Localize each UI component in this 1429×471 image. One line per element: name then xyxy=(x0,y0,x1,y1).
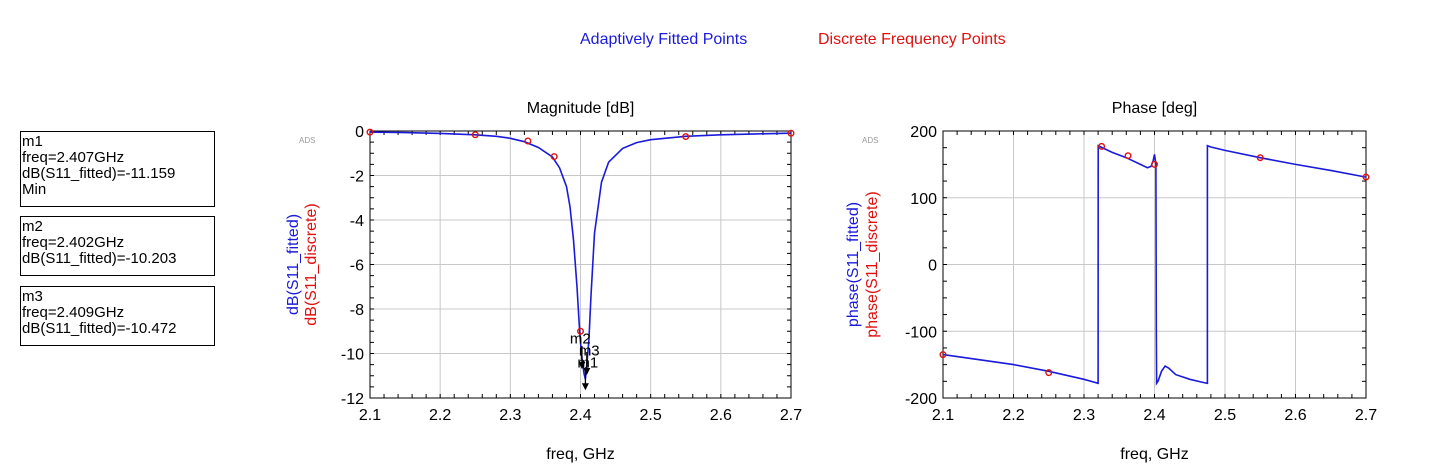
legend-discrete: Discrete Frequency Points xyxy=(818,31,1006,48)
data-point-discrete xyxy=(366,128,374,136)
ads-tag: ADS xyxy=(299,136,315,145)
marker-line: m1 xyxy=(22,133,43,150)
x-tick-label: 2.4 xyxy=(569,407,591,424)
y-axis-label-fitted: phase(S11_fitted) xyxy=(845,202,862,327)
marker-line: freq=2.407GHz xyxy=(22,149,125,166)
data-point-discrete xyxy=(787,129,795,137)
data-point-discrete xyxy=(1150,160,1158,168)
marker-line: dB(S11_fitted)=-10.472 xyxy=(22,320,177,337)
x-axis-label: freq, GHz xyxy=(1120,446,1188,463)
y-tick-label: 0 xyxy=(928,258,937,275)
marker-line: m3 xyxy=(22,288,43,305)
data-point-discrete xyxy=(524,137,532,145)
marker-readout-m1[interactable]: m1 freq=2.407GHz dB(S11_fitted)=-11.159 … xyxy=(20,131,215,207)
x-tick-label: 2.1 xyxy=(359,407,381,424)
y-tick-label: -200 xyxy=(905,391,937,408)
data-point-discrete xyxy=(1098,142,1106,150)
y-tick-label: 100 xyxy=(910,191,937,208)
y-tick-label: 200 xyxy=(910,124,937,141)
marker-label: m1 xyxy=(577,355,598,372)
chart-title: Phase [deg] xyxy=(1112,100,1197,117)
plot-frame xyxy=(369,130,792,399)
y-axis-label-discrete: dB(S11_discrete) xyxy=(303,203,320,325)
marker-line: Min xyxy=(22,181,47,198)
x-tick-label: 2.3 xyxy=(499,407,521,424)
marker-readout-m3[interactable]: m3 freq=2.409GHz dB(S11_fitted)=-10.472 xyxy=(20,286,215,346)
marker-label: m2 xyxy=(570,331,591,348)
data-point-discrete xyxy=(577,327,585,335)
x-tick-label: 2.7 xyxy=(780,407,802,424)
marker-line: freq=2.409GHz xyxy=(22,304,125,321)
data-point-discrete xyxy=(1045,369,1053,377)
data-point-discrete xyxy=(939,351,947,359)
y-axis-label-discrete: phase(S11_discrete) xyxy=(864,191,881,337)
y-tick-label: -2 xyxy=(350,169,364,186)
data-point-discrete xyxy=(1124,152,1132,160)
data-point-discrete xyxy=(682,133,690,141)
y-tick-label: -8 xyxy=(350,302,364,319)
y-tick-label: -10 xyxy=(341,347,364,364)
ads-tag: ADS xyxy=(862,136,878,145)
marker-label: m3 xyxy=(579,343,600,360)
marker-line: m2 xyxy=(22,218,43,235)
marker-line: dB(S11_fitted)=-10.203 xyxy=(22,250,177,267)
data-point-discrete xyxy=(471,131,479,139)
x-tick-label: 2.2 xyxy=(1002,407,1024,424)
x-axis-label: freq, GHz xyxy=(546,446,614,463)
marker-line: dB(S11_fitted)=-11.159 xyxy=(22,165,176,182)
x-tick-label: 2.7 xyxy=(1355,407,1377,424)
marker-arrow-head xyxy=(581,383,589,391)
x-tick-label: 2.6 xyxy=(1284,407,1306,424)
x-tick-label: 2.6 xyxy=(710,407,732,424)
y-tick-label: -6 xyxy=(350,258,364,275)
data-point-discrete xyxy=(1256,154,1264,162)
x-tick-label: 2.1 xyxy=(932,407,954,424)
legend: Adaptively Fitted Points Discrete Freque… xyxy=(0,31,1429,55)
data-point-discrete xyxy=(1362,173,1370,181)
x-tick-label: 2.3 xyxy=(1073,407,1095,424)
series-line-fitted xyxy=(369,131,792,380)
chart-title: Magnitude [dB] xyxy=(527,100,635,117)
x-tick-label: 2.4 xyxy=(1143,407,1165,424)
marker-readout-m2[interactable]: m2 freq=2.402GHz dB(S11_fitted)=-10.203 xyxy=(20,216,215,276)
data-point-discrete xyxy=(550,153,558,161)
x-tick-label: 2.5 xyxy=(1214,407,1236,424)
y-tick-label: 0 xyxy=(355,124,364,141)
marker-line: freq=2.402GHz xyxy=(22,234,125,251)
plot-frame xyxy=(942,130,1367,399)
x-tick-label: 2.2 xyxy=(429,407,451,424)
legend-fitted: Adaptively Fitted Points xyxy=(580,31,748,48)
x-tick-label: 2.5 xyxy=(640,407,662,424)
marker-arrow-head xyxy=(578,362,586,370)
y-tick-label: -4 xyxy=(350,213,364,230)
y-tick-label: -100 xyxy=(905,324,937,341)
y-axis-label-fitted: dB(S11_fitted) xyxy=(285,214,302,315)
y-tick-label: -12 xyxy=(341,391,364,408)
